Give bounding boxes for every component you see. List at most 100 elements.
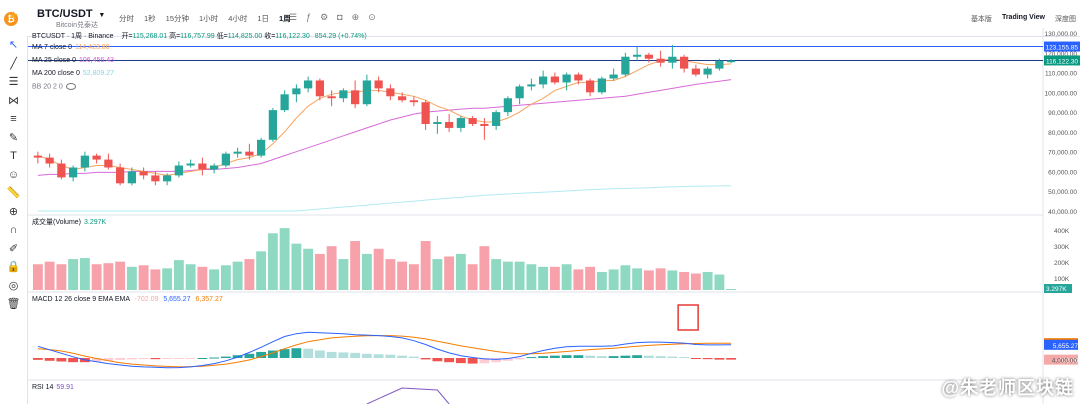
eye-icon[interactable] [65, 83, 76, 90]
interval-1w[interactable]: 1周 [279, 14, 291, 23]
text-icon[interactable]: T [10, 150, 17, 162]
ma200-legend[interactable]: MA 200 close 0 52,809.27 [32, 70, 114, 77]
lock-drawing-icon[interactable]: ✐ [8, 242, 19, 255]
macd-histogram-bar [138, 358, 149, 360]
lock-icon[interactable]: 🔒 [6, 261, 21, 273]
camera-icon[interactable]: ◘ [337, 12, 343, 22]
macd-histogram-bar [585, 355, 596, 358]
candle-body [268, 110, 277, 140]
fullscreen-icon[interactable]: ⊙ [368, 12, 376, 22]
candle-body [727, 60, 736, 63]
macd-histogram-bar [91, 358, 102, 362]
rsi-legend[interactable]: RSI 14 59.91 [32, 384, 74, 391]
candle-body [644, 54, 653, 59]
chart-canvas[interactable]: 130,000.00 120,000.00 110,000.00 100,000.00… [28, 28, 1080, 405]
price-axis-label: 70,000.00 [1048, 150, 1077, 157]
candle-type-icon[interactable]: ☰ [289, 12, 298, 22]
visibility-icon[interactable]: ◎ [8, 279, 19, 292]
volume-label: 成交量(Volume) [32, 219, 82, 226]
symbol-name[interactable]: BTC/USDT [37, 8, 93, 20]
volume-axis-label: 300K [1054, 244, 1070, 251]
candle-body [174, 165, 183, 176]
fib-icon[interactable]: ≡ [10, 113, 17, 125]
ma25-legend[interactable]: MA 25 close 0 106,456.43 [32, 57, 114, 64]
btc-coin-icon: ₿ [4, 12, 18, 26]
volume-axis-label: 400K [1054, 228, 1070, 235]
volume-bar [279, 228, 290, 290]
zoom-icon[interactable]: ⊕ [8, 205, 19, 218]
macd-tag-bg [1044, 354, 1078, 365]
volume-axis-label: 100K [1054, 276, 1070, 283]
symbol-block[interactable]: BTC/USDT ▼ [37, 8, 105, 20]
macd-line-value: 5,655.27 [163, 296, 191, 303]
interval-15m[interactable]: 15分钟 [165, 14, 190, 23]
price-axis-label: 90,000.00 [1048, 110, 1077, 117]
settings-icon[interactable]: ⚙ [320, 12, 329, 22]
macd-signal-line [37, 335, 732, 368]
view-depth[interactable]: 深度图 [1055, 16, 1076, 23]
macd-line [37, 331, 732, 369]
macd-histogram-bar [373, 354, 384, 358]
cursor-icon[interactable]: ↖ [8, 39, 19, 51]
high-label: 高= [169, 33, 181, 40]
top-toolbar: ₿ BTC/USDT ▼ Bitcoin兑泰达 分时 1秒 15分钟 1小时 4… [0, 0, 1080, 37]
trash-icon[interactable]: 🗑 [6, 298, 21, 310]
macd-histogram-bar [361, 353, 372, 358]
indicators-icon[interactable]: ƒ [306, 12, 312, 22]
macd-histogram-bar [455, 358, 466, 364]
chevron-down-icon[interactable]: ▼ [98, 12, 106, 19]
trend-line-icon[interactable]: ╱ [10, 57, 17, 70]
volume-bar [256, 251, 267, 290]
candle-body [186, 163, 195, 166]
brush-icon[interactable]: ✎ [8, 131, 19, 144]
volume-bar [91, 264, 102, 290]
ma7-legend[interactable]: MA 7 close 0 114,423.80 [32, 44, 110, 51]
interval-tick[interactable]: 分时 [119, 14, 134, 23]
volume-axis-label: 200K [1054, 260, 1070, 267]
macd-histogram-bar [68, 358, 79, 363]
low-value: 114,825.00 [227, 33, 263, 40]
horizontal-lines-icon[interactable]: ☰ [8, 76, 19, 88]
volume-bar [44, 261, 55, 290]
chart-area[interactable]: 130,000.00 120,000.00 110,000.00 100,000.00… [28, 28, 1080, 405]
macd-histogram-bar [126, 358, 137, 360]
volume-bar [726, 288, 737, 290]
macd-histogram-bar [690, 358, 701, 359]
macd-signal-value: 6,357.27 [195, 296, 223, 303]
star-icon[interactable]: ★ [8, 10, 19, 22]
macd-histogram-bar [502, 358, 513, 361]
volume-bar [444, 256, 455, 290]
magnet-icon[interactable]: ∩ [9, 224, 18, 236]
bb-legend[interactable]: BB 20 2 0 [32, 83, 76, 90]
candle-body [339, 90, 348, 99]
candle-body [421, 102, 430, 124]
macd-tag: -702.09 [1056, 358, 1078, 365]
macd-histogram-bar [197, 358, 208, 359]
interval-1d[interactable]: 1日 [257, 14, 270, 23]
candle-body [468, 118, 477, 124]
interval-1h[interactable]: 1小时 [199, 14, 219, 23]
macd-histogram-bar [726, 358, 737, 360]
view-basic[interactable]: 基本版 [970, 16, 992, 23]
volume-bar [56, 264, 67, 290]
view-tradingview[interactable]: Trading View [1001, 14, 1045, 21]
add-icon[interactable]: ⊕ [351, 12, 360, 22]
macd-histogram-bar [643, 355, 654, 358]
interval-4h[interactable]: 4小时 [228, 14, 248, 23]
emoji-icon[interactable]: ☺ [7, 168, 20, 181]
volume-bar [267, 233, 278, 290]
pitchfork-icon[interactable]: ⋈ [8, 94, 19, 107]
macd-histogram-bar [408, 356, 419, 358]
volume-bar [561, 264, 572, 290]
candle-body [597, 78, 606, 93]
volume-bar [350, 241, 361, 290]
price-axis-label: 130,000.00 [1044, 31, 1077, 38]
macd-legend[interactable]: MACD 12 26 close 9 EMA EMA -702.09 5,655… [32, 296, 223, 303]
volume-legend[interactable]: 成交量(Volume) 3.297K [32, 217, 106, 227]
interval-1s[interactable]: 1秒 [144, 14, 156, 23]
candle-body [198, 163, 207, 170]
highlight-box [677, 304, 699, 331]
close-label: 收= [264, 33, 276, 40]
volume-bar [455, 253, 466, 290]
ruler-icon[interactable]: 📏 [6, 187, 21, 199]
